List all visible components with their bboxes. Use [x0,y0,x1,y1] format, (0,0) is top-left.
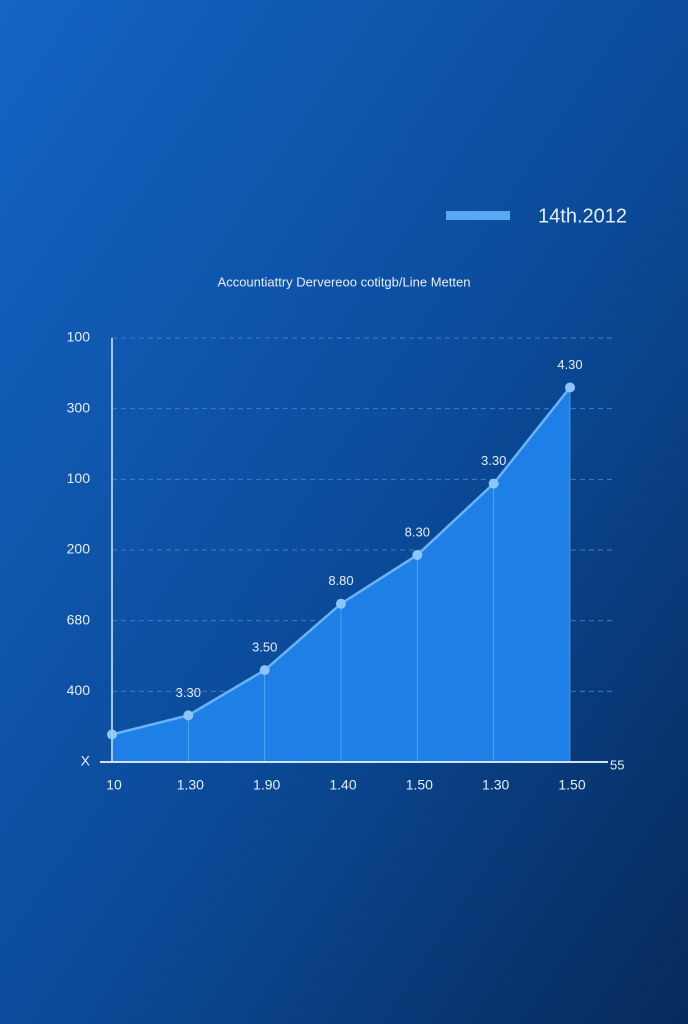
area [112,387,570,762]
point [336,598,346,609]
chart-title: Accountiattry Dervereoo cotitgb/Line Met… [218,274,471,289]
point [565,382,575,393]
data-label: 3.50 [252,640,277,655]
x-tick-label: 1.50 [558,777,585,793]
x-tick-label: 1.40 [329,777,356,793]
y-tick-label: 100 [67,470,91,486]
x-tick-label: 1.30 [482,777,509,793]
data-label: 3.30 [481,453,506,468]
legend-label: 14th.2012 [538,205,627,227]
x-tick-label: 10 [106,777,122,793]
x-tick-label: 1.30 [177,777,204,793]
legend-swatch [446,211,510,220]
point [183,710,194,721]
point [259,665,270,676]
y-tick-label: 680 [67,611,91,627]
data-label: 4.30 [557,357,582,372]
point [412,549,423,560]
y-tick-label: 400 [67,682,91,698]
y-tick-label: 300 [67,399,91,415]
point [488,478,499,489]
y-tick-label: 200 [67,541,91,557]
x-tick-label: 1.90 [253,777,280,793]
y-tick-label: 100 [67,329,91,345]
x-tick-label: 1.50 [406,777,433,793]
data-label: 3.30 [176,685,201,700]
data-label: 8.80 [328,573,353,588]
data-label: 8.30 [405,524,430,539]
x-axis-label: 55 [610,757,624,772]
y-tick-label: X [81,753,91,769]
